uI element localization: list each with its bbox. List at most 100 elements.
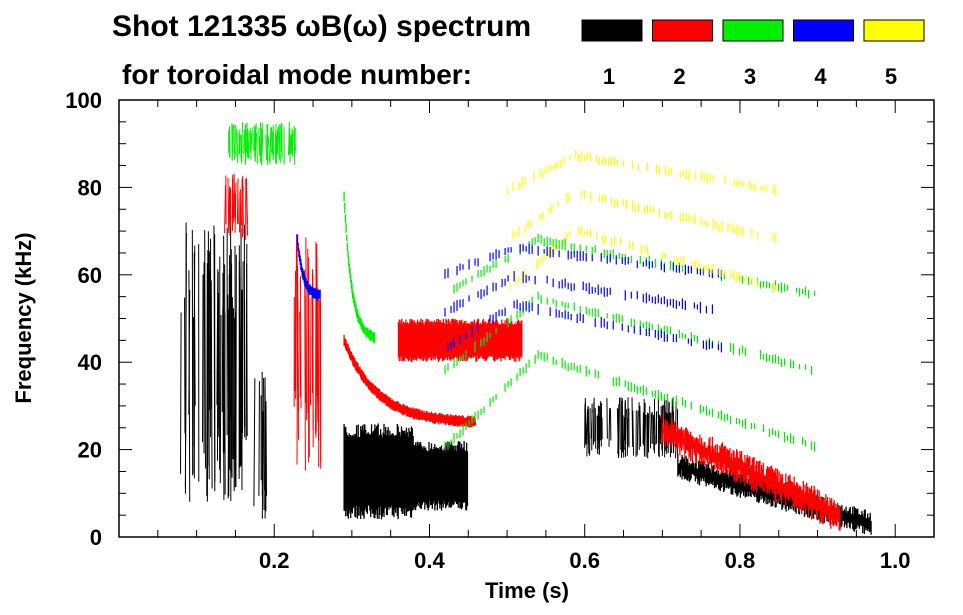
spectral-streak xyxy=(305,237,308,421)
spectral-streak xyxy=(589,408,591,456)
spectral-streak xyxy=(184,232,187,494)
spectral-streak xyxy=(258,128,261,156)
spectral-streak xyxy=(258,381,260,496)
spectral-streak xyxy=(310,297,312,406)
legend-swatch-mode-1 xyxy=(581,19,643,42)
spectral-streak xyxy=(243,129,245,155)
chart-title-line1: Shot 121335 ωB(ω) spectrum xyxy=(112,10,531,43)
spectral-streak xyxy=(209,270,212,409)
spectral-streak xyxy=(621,401,623,458)
spectral-streak xyxy=(224,184,227,234)
spectral-streak xyxy=(586,409,589,444)
spectral-streak xyxy=(291,129,293,153)
spectral-streak xyxy=(206,263,208,497)
spectral-streak xyxy=(224,264,226,495)
legend-swatch-mode-4 xyxy=(793,19,854,42)
spectral-streak xyxy=(643,412,645,446)
spectral-streak xyxy=(304,270,306,471)
spectral-streak xyxy=(655,411,658,438)
spectral-streak xyxy=(261,411,264,496)
spectral-streak xyxy=(250,132,253,160)
mode-1-region xyxy=(413,441,469,511)
spectral-streak xyxy=(240,178,243,226)
mode-2-region xyxy=(293,234,322,471)
spectrum-data xyxy=(180,121,872,535)
spectral-streak xyxy=(216,269,219,405)
spectral-streak xyxy=(278,124,281,159)
axis-tick-labels: 0.2 0.4 0.6 0.8 1.0 0 20 40 60 80 100 xyxy=(65,88,910,573)
legend-label-mode-5: 5 xyxy=(885,64,897,89)
spectral-streak xyxy=(318,299,320,468)
x-tick-label: 1.0 xyxy=(880,548,911,573)
mode-1-region xyxy=(343,423,414,520)
mode-5-region xyxy=(506,149,777,294)
y-axis-label: Frequency (kHz) xyxy=(11,232,36,403)
legend-swatch-mode-3 xyxy=(722,19,784,42)
spectral-streak xyxy=(207,231,210,480)
spectral-streak xyxy=(590,409,593,439)
spectral-streak xyxy=(233,173,236,218)
legend-label-mode-1: 1 xyxy=(603,64,615,89)
axis-ticks xyxy=(118,99,935,538)
mode-legend: 1 2 3 4 5 xyxy=(581,19,925,89)
mode-1-region xyxy=(180,222,248,502)
spectral-streak xyxy=(236,178,239,224)
y-tick-label: 80 xyxy=(78,175,102,200)
spectral-streak xyxy=(233,317,236,488)
spectral-streak xyxy=(584,398,587,444)
mode-2-region xyxy=(224,173,248,240)
spectral-streak xyxy=(210,280,213,489)
spectral-streak xyxy=(276,129,278,165)
spectral-streak xyxy=(587,406,590,454)
y-tick-label: 40 xyxy=(78,350,102,375)
spectral-streak xyxy=(253,131,256,162)
spectral-streak xyxy=(252,127,254,151)
mode-2-region xyxy=(661,414,841,531)
spectral-streak xyxy=(621,418,624,453)
legend-swatch-mode-2 xyxy=(652,19,713,42)
y-tick-label: 100 xyxy=(65,88,102,113)
x-axis-label: Time (s) xyxy=(485,578,569,603)
legend-label-mode-3: 3 xyxy=(744,64,756,89)
spectral-streak xyxy=(269,127,272,165)
spectral-streak xyxy=(265,401,268,496)
legend-label-mode-2: 2 xyxy=(673,64,685,89)
spectral-streak xyxy=(204,230,206,469)
x-tick-label: 0.8 xyxy=(725,548,756,573)
spectral-streak xyxy=(188,289,191,415)
x-tick-label: 0.6 xyxy=(569,548,600,573)
mode-3-region xyxy=(228,121,296,166)
spectral-streak xyxy=(616,408,619,450)
spectral-streak xyxy=(299,311,301,398)
legend-label-mode-4: 4 xyxy=(814,64,827,89)
mode-1-region xyxy=(584,397,678,459)
spectral-streak xyxy=(231,297,234,460)
spectral-streak xyxy=(608,407,611,447)
mode-1-region xyxy=(253,371,268,519)
spectral-streak xyxy=(265,134,267,161)
spectral-streak xyxy=(300,276,302,409)
spectral-streak xyxy=(639,405,642,447)
y-tick-label: 60 xyxy=(78,263,102,288)
spectral-streak xyxy=(238,129,241,154)
spectral-streak xyxy=(219,314,222,484)
spectral-streak xyxy=(253,378,256,507)
mode-2-region xyxy=(397,318,523,363)
spectral-streak xyxy=(231,179,234,218)
spectral-streak xyxy=(280,123,283,159)
spectral-streak xyxy=(294,270,296,391)
spectral-streak xyxy=(230,314,233,455)
x-tick-label: 0.2 xyxy=(259,548,290,573)
spectral-streak xyxy=(244,123,247,151)
spectral-streak xyxy=(660,406,663,451)
spectral-streak xyxy=(246,132,248,154)
spectral-streak xyxy=(247,128,249,159)
spectral-streak xyxy=(242,175,244,225)
spectral-streak xyxy=(193,245,196,424)
spectral-streak xyxy=(202,274,204,442)
mode-3-region xyxy=(343,191,376,344)
mode-2-region xyxy=(343,334,477,428)
spectral-streak xyxy=(221,307,224,413)
spectral-streak xyxy=(227,177,230,229)
